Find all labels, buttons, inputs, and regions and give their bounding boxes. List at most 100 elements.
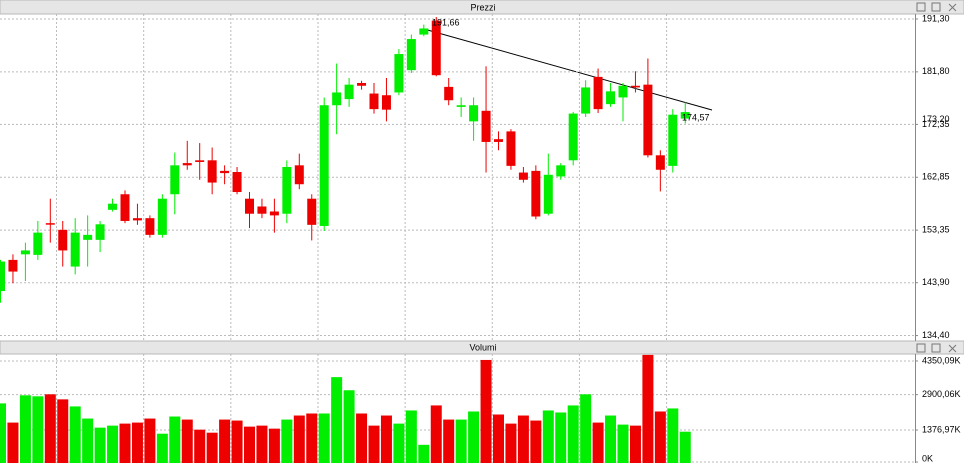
volume-bar — [256, 425, 268, 463]
annotation: 191,66 — [432, 17, 460, 27]
candle-body — [419, 28, 429, 35]
candle-body — [357, 82, 367, 86]
volume-bar — [94, 427, 106, 463]
candle-body — [643, 84, 653, 156]
candle-body — [618, 85, 628, 98]
price-title: Prezzi — [470, 2, 495, 12]
candle-body — [506, 131, 516, 166]
volume-bar — [592, 422, 604, 463]
candle-body — [120, 194, 130, 221]
candle-body — [456, 105, 466, 107]
candle-body — [481, 110, 491, 142]
candle-body — [257, 206, 267, 214]
candle-body — [319, 105, 329, 226]
volume-bar — [231, 420, 243, 463]
y-tick-label: 162,85 — [922, 172, 950, 182]
volume-bar — [605, 415, 617, 463]
candle-body — [145, 218, 155, 235]
candle-body — [630, 85, 640, 88]
candle-body — [680, 112, 690, 119]
icon-maximize[interactable] — [931, 2, 941, 12]
volume-bar — [44, 394, 56, 463]
volume-bar — [169, 416, 181, 463]
candle-body — [108, 203, 118, 210]
volume-bar — [244, 426, 255, 463]
volume-bar — [580, 394, 592, 463]
candle-body — [655, 155, 665, 170]
icon-minimize[interactable] — [916, 343, 926, 353]
volume-bar — [629, 425, 641, 463]
y-tick-label: 134,40 — [922, 330, 950, 340]
volume-title: Volumi — [469, 342, 496, 352]
candle-body — [70, 232, 80, 267]
y-tick-label: 4350,09K — [922, 355, 961, 365]
candle-body — [33, 232, 43, 255]
icon-close[interactable] — [948, 344, 957, 353]
candle-body — [369, 93, 379, 110]
volume-bar — [542, 410, 554, 463]
candle-body — [58, 229, 68, 251]
volume-bar — [19, 395, 31, 463]
volume-bar — [455, 419, 467, 463]
y-tick-label: 153,35 — [922, 225, 950, 235]
last-price-label: 173,20 — [922, 114, 950, 124]
volume-bar — [57, 399, 69, 463]
candle-body — [269, 211, 279, 216]
candle-body — [95, 224, 105, 240]
volume-bar — [380, 415, 392, 463]
candle-body — [568, 113, 578, 161]
candle-body — [83, 234, 93, 240]
volume-bar — [156, 433, 168, 463]
candle-body — [668, 114, 678, 166]
volume-bar — [7, 422, 19, 463]
volume-bar — [654, 411, 666, 463]
volume-bar — [667, 408, 679, 463]
volume-bar — [530, 420, 542, 463]
candle-body — [20, 250, 30, 255]
candle-body — [556, 165, 566, 177]
volume-bar — [144, 418, 156, 463]
volume-bar — [32, 396, 44, 463]
candle-body — [207, 160, 217, 183]
volume-bar — [107, 425, 119, 463]
y-tick-label: 143,90 — [922, 277, 950, 287]
candle-body — [606, 91, 616, 105]
volume-bar — [517, 415, 529, 463]
volume-bar — [356, 413, 368, 463]
candle-body — [431, 20, 441, 76]
volume-bar — [393, 423, 405, 463]
candle-body — [518, 172, 528, 180]
candle-body — [581, 87, 591, 114]
candle-body — [157, 198, 167, 235]
window-icons[interactable] — [916, 2, 957, 353]
candle-body — [170, 165, 180, 195]
y-tick-label: 0K — [922, 453, 933, 463]
volume-bar — [480, 359, 492, 463]
y-tick-label: 1376,97K — [922, 424, 961, 434]
icon-maximize[interactable] — [931, 343, 941, 353]
volume-bar — [219, 419, 231, 463]
candle-body — [381, 95, 391, 110]
volume-bar — [281, 419, 293, 463]
candle-body — [394, 54, 404, 93]
volume-bar — [0, 403, 6, 463]
candle-body — [494, 139, 503, 142]
volume-bar — [293, 415, 305, 463]
candle-body — [0, 261, 5, 292]
volume-bar — [642, 354, 654, 463]
candle-body — [294, 165, 304, 185]
candle-body — [332, 92, 342, 106]
volume-bar — [343, 390, 355, 463]
y-tick-label: 172,35 — [922, 119, 950, 129]
volume-bar — [493, 414, 504, 463]
annotation: 174,57 — [682, 112, 710, 122]
volume-bar — [443, 419, 455, 463]
volume-bar — [194, 429, 206, 463]
candle-body — [344, 84, 354, 100]
icon-close[interactable] — [948, 3, 957, 12]
volume-bar — [405, 410, 417, 463]
candle-body — [245, 198, 254, 214]
candle-body — [132, 218, 142, 221]
icon-minimize[interactable] — [916, 2, 926, 12]
